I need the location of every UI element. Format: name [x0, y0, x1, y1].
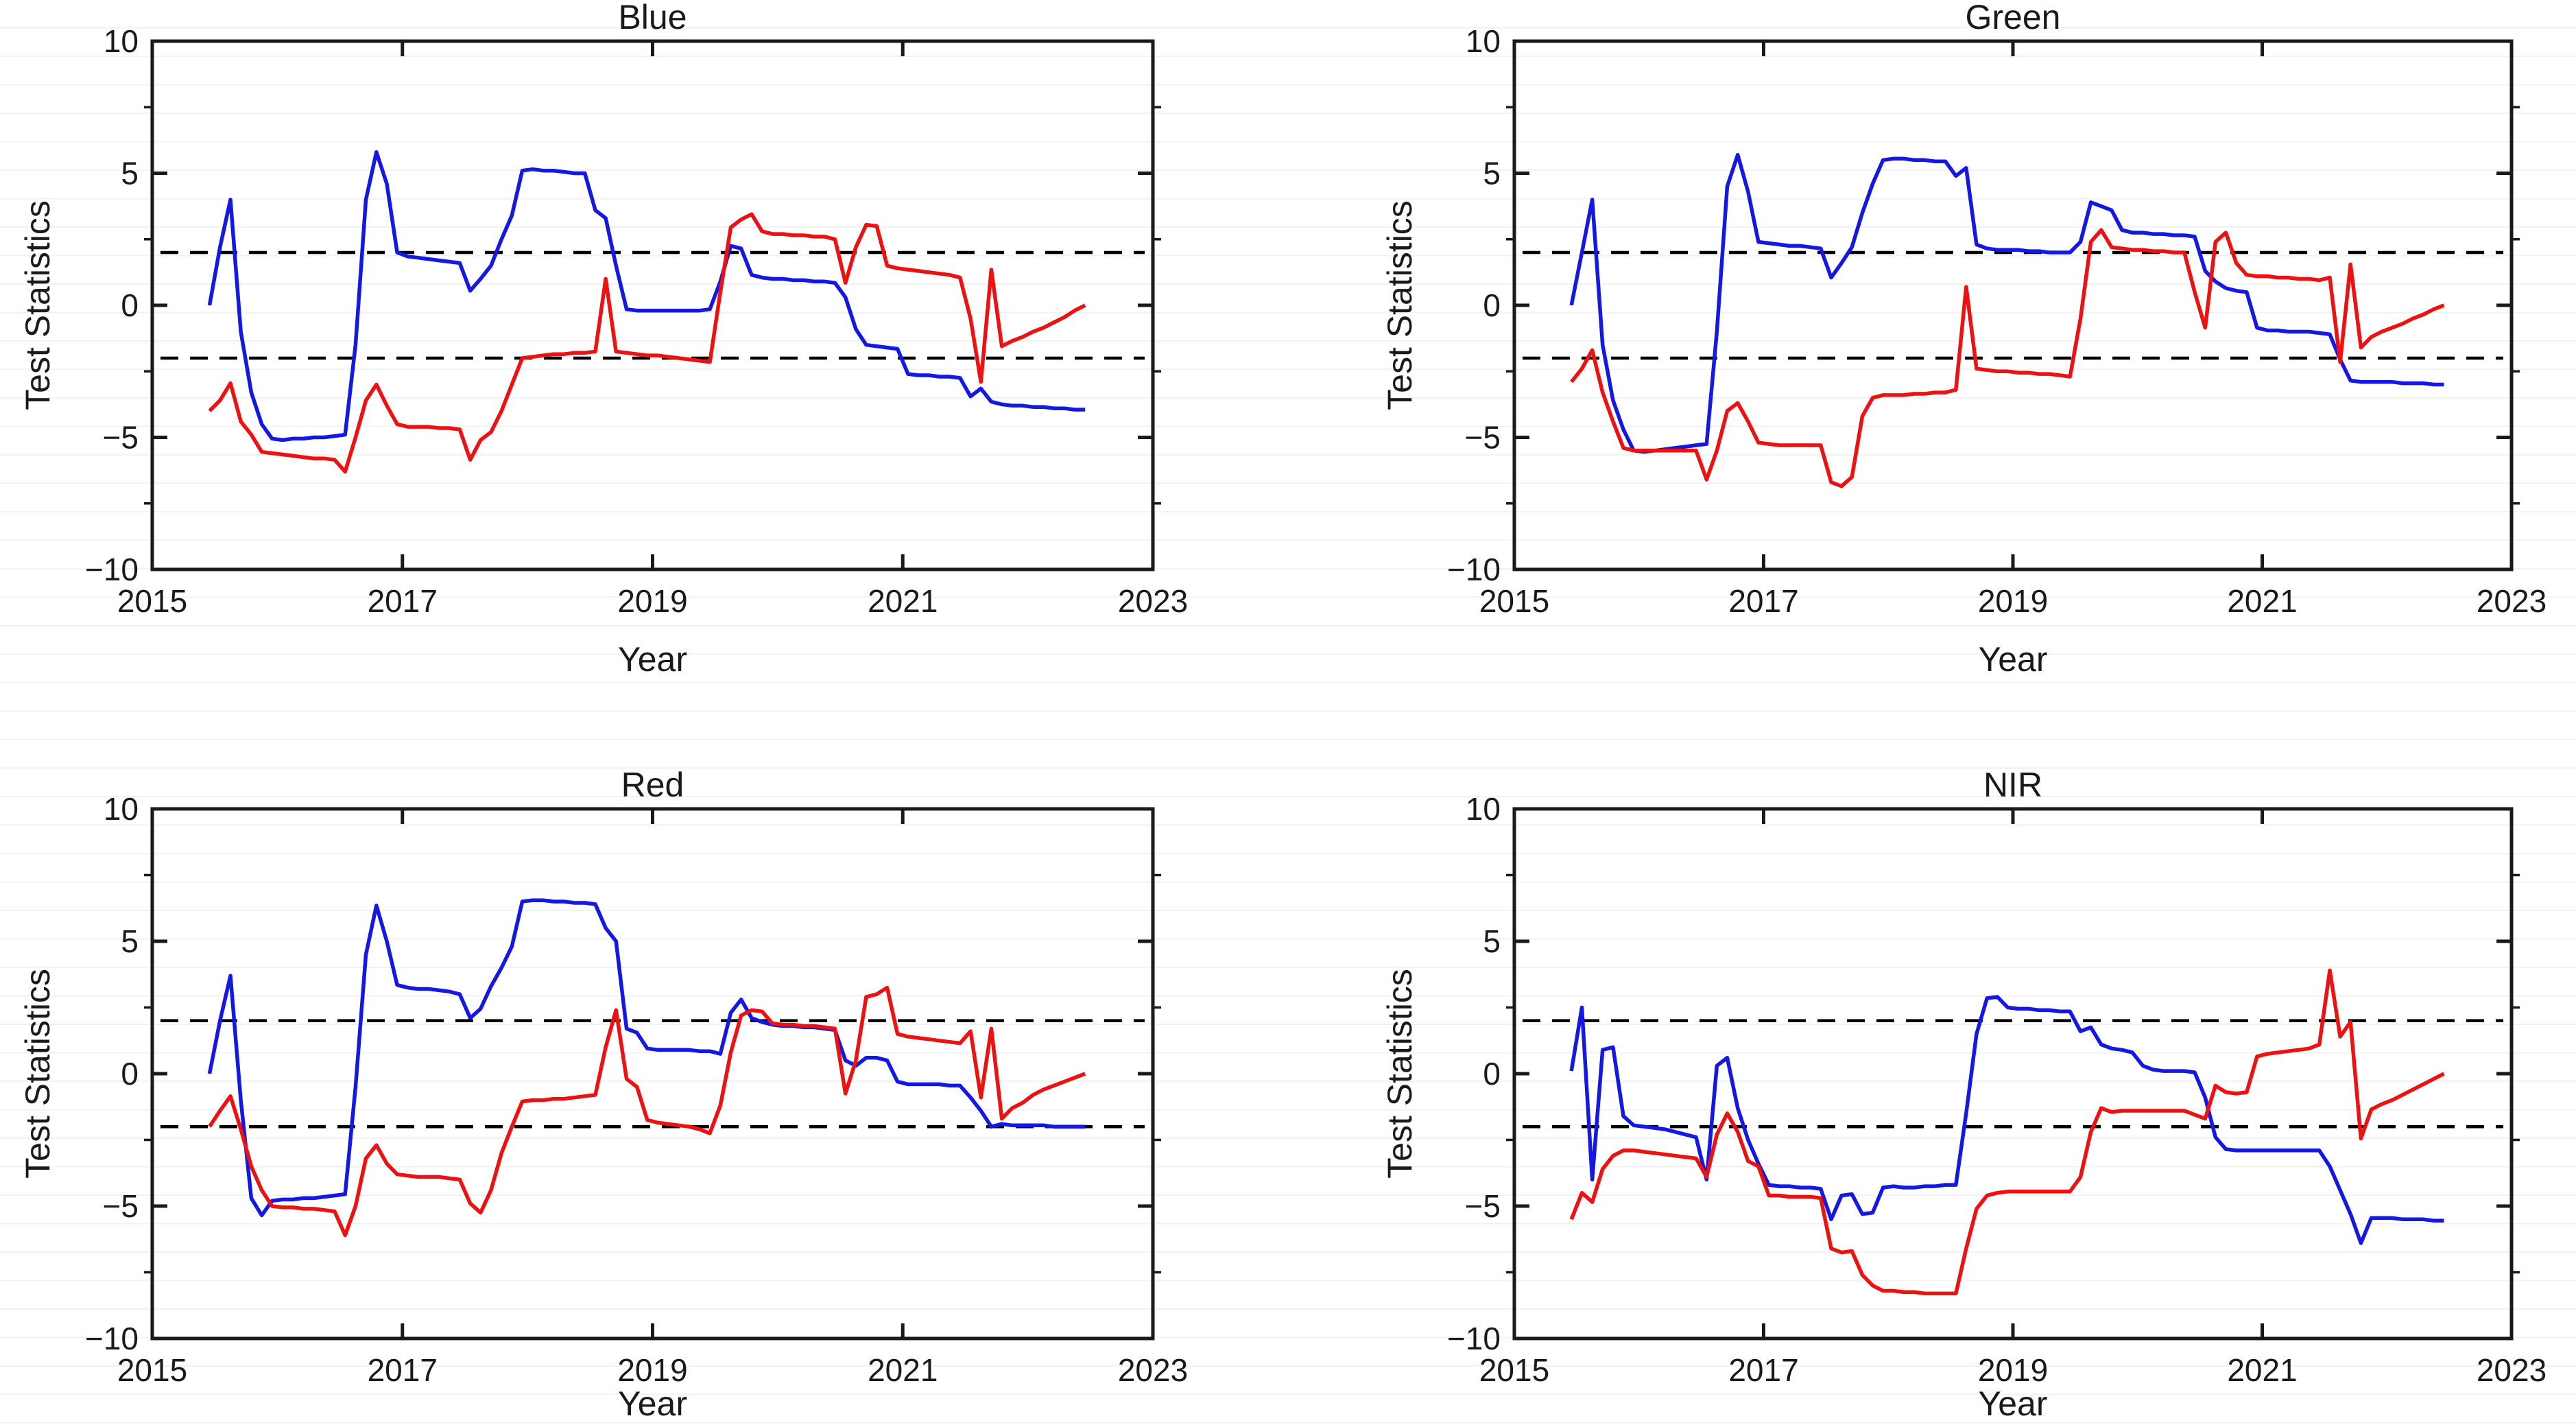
- axes-box: [150, 807, 1155, 1341]
- axes-box: [1512, 39, 2514, 571]
- x-tick-label: 2021: [2227, 1352, 2297, 1388]
- y-tick-label: 0: [121, 1056, 139, 1092]
- series-line-red_series: [1569, 968, 2445, 1296]
- series-line-red_series: [208, 212, 1086, 474]
- y-tick-label: −5: [1465, 1188, 1501, 1224]
- y-axis-label: Test Statistics: [19, 200, 57, 410]
- y-tick-label: 10: [104, 23, 139, 59]
- x-tick-label: 2021: [868, 583, 938, 619]
- y-tick-label: 5: [1483, 156, 1501, 191]
- y-tick-label: 5: [121, 923, 139, 959]
- axes-box: [150, 39, 1155, 571]
- y-tick-label: −5: [103, 420, 139, 456]
- y-tick-label: 10: [1466, 23, 1501, 59]
- panel-green: 2015 2017 2019 2021 2023 10 5 0 −5 −10 Green Year Te…: [1381, 0, 2547, 679]
- y-tick-label: 0: [121, 287, 139, 323]
- series-line-red_series: [208, 985, 1086, 1238]
- x-tick-label: 2019: [1978, 1352, 2048, 1388]
- x-tick-label: 2017: [368, 1352, 438, 1388]
- x-tick-label: 2017: [1728, 583, 1798, 619]
- x-tick-label: 2021: [868, 1352, 938, 1388]
- y-axis-label: Test Statistics: [19, 969, 57, 1179]
- y-tick-label: 0: [1483, 287, 1501, 323]
- x-tick-label: 2019: [617, 1352, 687, 1388]
- x-tick-label: 2015: [117, 583, 187, 619]
- x-axis-label: Year: [1978, 640, 2047, 679]
- x-tick-label: 2017: [368, 583, 438, 619]
- panel-nir: 2015 2017 2019 2021 2023 10 5 0 −5 −10 NIR Year Test…: [1381, 766, 2547, 1423]
- x-tick-label: 2017: [1728, 1352, 1798, 1388]
- y-tick-label: 5: [121, 156, 139, 191]
- y-tick-label: −5: [103, 1188, 139, 1224]
- y-tick-label: −10: [85, 552, 139, 587]
- x-tick-label: 2023: [1118, 1352, 1188, 1388]
- x-axis-label: Year: [618, 640, 687, 679]
- y-tick-label: 10: [104, 791, 139, 827]
- x-tick-label: 2015: [1479, 583, 1549, 619]
- x-tick-label: 2021: [2227, 583, 2297, 619]
- panel-title: NIR: [1983, 766, 2042, 804]
- panel-title: Red: [621, 766, 684, 804]
- y-axis-label: Test Statistics: [1381, 200, 1419, 410]
- x-tick-label: 2023: [1118, 583, 1188, 619]
- series-line-red_series: [1570, 228, 2445, 488]
- series-line-blue_series: [207, 150, 1086, 443]
- panel-title: Blue: [618, 0, 687, 36]
- x-tick-label: 2019: [617, 583, 687, 619]
- x-tick-label: 2023: [2477, 583, 2547, 619]
- y-tick-label: −5: [1465, 420, 1501, 456]
- x-tick-label: 2015: [117, 1352, 187, 1388]
- x-tick-label: 2015: [1479, 1352, 1549, 1388]
- panel-title: Green: [1966, 0, 2061, 36]
- x-tick-label: 2023: [2477, 1352, 2547, 1388]
- panel-red: 2015 2017 2019 2021 2023 10 5 0 −5 −10 Red Year Test…: [19, 766, 1188, 1423]
- y-tick-label: 5: [1483, 923, 1501, 959]
- y-tick-label: 10: [1466, 791, 1501, 827]
- y-tick-label: −10: [1447, 1321, 1501, 1356]
- x-tick-label: 2019: [1978, 583, 2048, 619]
- x-axis-label: Year: [618, 1384, 687, 1423]
- y-tick-label: −10: [85, 1321, 139, 1356]
- series-line-blue_series: [1569, 152, 2444, 454]
- y-axis-label: Test Statistics: [1381, 969, 1419, 1179]
- series-line-blue_series: [1569, 995, 2444, 1245]
- y-tick-label: −10: [1447, 552, 1501, 587]
- panel-blue: 2015 2017 2019 2021 2023 10 5 0 −5 −10 Blue Year Tes…: [19, 0, 1188, 679]
- y-tick-label: 0: [1483, 1056, 1501, 1092]
- series-line-blue_series: [207, 898, 1086, 1218]
- x-axis-label: Year: [1978, 1384, 2047, 1423]
- axes-box: [1512, 807, 2514, 1341]
